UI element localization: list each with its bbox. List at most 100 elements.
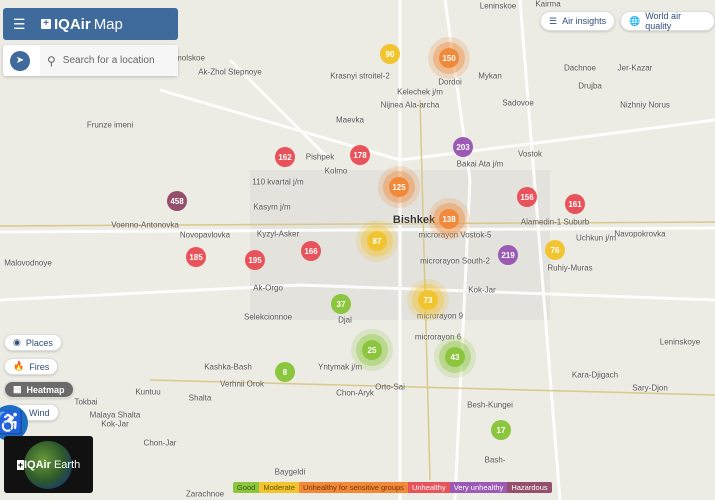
place-label: Kok-Jar bbox=[101, 419, 129, 429]
search-placeholder: Search for a location bbox=[62, 55, 155, 66]
place-label: Vostok bbox=[517, 149, 543, 159]
locate-me-icon[interactable]: ➤ bbox=[10, 50, 30, 71]
place-label: molskoe bbox=[175, 53, 205, 63]
place-label: Novopavlovka bbox=[179, 230, 231, 240]
fires-layer-toggle[interactable]: 🔥 Fires bbox=[4, 358, 59, 375]
aqi-marker[interactable]: 25 bbox=[362, 340, 382, 360]
places-layer-toggle[interactable]: ◉ Places bbox=[4, 334, 62, 351]
place-label: Chon-Jar bbox=[143, 438, 177, 448]
globe-icon: 🌐 bbox=[629, 15, 641, 26]
place-label: microrayon 6 bbox=[414, 332, 462, 342]
place-label: microrayon 9 bbox=[416, 311, 464, 321]
place-label: Kairma bbox=[535, 0, 561, 9]
place-label: Navopokrovka bbox=[614, 229, 666, 239]
place-label: Krasnyi strоitel-2 bbox=[330, 71, 390, 81]
place-label: microrayon South-2 bbox=[420, 256, 490, 266]
place-label: Tokbai bbox=[74, 397, 98, 407]
aqi-marker[interactable]: 138 bbox=[439, 209, 459, 229]
place-label: 110 kvartal j/m bbox=[252, 177, 304, 187]
place-label: Chon-Aryk bbox=[336, 388, 374, 398]
world-air-quality-label: World air quality bbox=[645, 11, 682, 31]
plus-icon: + bbox=[41, 19, 51, 29]
place-label: Sary-Djon bbox=[632, 383, 668, 393]
aqi-marker[interactable]: 162 bbox=[275, 147, 295, 167]
place-label: microrayon Vostok-5 bbox=[418, 230, 492, 240]
legend-item: Very unhealthy bbox=[449, 482, 508, 493]
place-label: Kyzyl-Asker bbox=[256, 229, 300, 239]
place-label: Jer-Kazar bbox=[617, 63, 653, 73]
aqi-marker[interactable]: 185 bbox=[186, 247, 206, 267]
place-label: Sadovoe bbox=[502, 98, 534, 108]
app-header: ☰ + IQAir Map bbox=[3, 8, 178, 40]
place-label: Bash- bbox=[484, 455, 506, 465]
world-air-quality-button[interactable]: 🌐 World air quality bbox=[620, 11, 715, 31]
place-label: Drujba bbox=[578, 81, 602, 91]
fires-label: Fires bbox=[29, 361, 50, 372]
aqi-marker[interactable]: 203 bbox=[453, 137, 473, 157]
place-label: Kasym j/m bbox=[253, 202, 291, 212]
place-label: Uchkun j/m bbox=[575, 233, 617, 243]
place-label: Maevka bbox=[335, 115, 365, 125]
place-label: Kashka-Bash bbox=[204, 362, 252, 372]
aqi-marker[interactable]: 125 bbox=[389, 177, 409, 197]
aqi-marker[interactable]: 219 bbox=[498, 245, 518, 265]
wind-label: Wind bbox=[29, 407, 50, 418]
accessibility-icon[interactable]: ♿ bbox=[0, 405, 28, 441]
places-label: Places bbox=[25, 337, 53, 348]
heatmap-layer-toggle[interactable]: ▦ Heatmap bbox=[4, 381, 74, 398]
logo-text: IQAir bbox=[54, 15, 91, 33]
aqi-marker[interactable]: 17 bbox=[491, 420, 511, 440]
heatmap-icon: ▦ bbox=[13, 384, 22, 394]
legend-item: Good bbox=[233, 482, 260, 493]
aqi-marker[interactable]: 195 bbox=[245, 250, 265, 270]
search-input[interactable]: ⚲ Search for a location bbox=[40, 45, 178, 76]
place-label: Alamedin-1 Suburb bbox=[520, 217, 590, 227]
legend-item: Unhealthy bbox=[407, 482, 450, 493]
place-label: Malaya Shalta bbox=[89, 410, 141, 420]
place-label: Ak-Orgo bbox=[253, 283, 283, 293]
place-label: Verhnii Orok bbox=[219, 379, 265, 389]
aqi-marker[interactable]: 458 bbox=[167, 191, 187, 211]
place-label: Leninskoye bbox=[659, 337, 701, 347]
legend-item: Unhealthy for sensitive groups bbox=[299, 482, 408, 493]
aqi-marker[interactable]: 76 bbox=[545, 240, 565, 260]
place-label: Bishkek bbox=[392, 214, 436, 226]
aqi-marker[interactable]: 90 bbox=[380, 44, 400, 64]
place-label: Kolmo bbox=[324, 166, 348, 176]
document-icon: ☰ bbox=[549, 15, 558, 26]
aqi-marker[interactable]: 156 bbox=[517, 187, 537, 207]
earth-logo-text: IQAir bbox=[24, 458, 51, 471]
aqi-marker[interactable]: 73 bbox=[418, 290, 438, 310]
place-label: Ak-Zhol Stepnoye bbox=[198, 67, 262, 77]
aqi-marker[interactable]: 178 bbox=[350, 145, 370, 165]
place-label: Voenno-Antonovka bbox=[111, 220, 179, 230]
place-label: Dordoi bbox=[438, 77, 462, 87]
aqi-marker[interactable]: 8 bbox=[275, 362, 295, 382]
legend-item: Hazardous bbox=[507, 482, 552, 493]
place-label: Baygeldi bbox=[274, 467, 306, 477]
place-label: Dachnoe bbox=[563, 63, 597, 73]
aqi-marker[interactable]: 161 bbox=[565, 194, 585, 214]
aqi-marker[interactable]: 150 bbox=[439, 48, 459, 68]
hamburger-icon[interactable]: ☰ bbox=[13, 15, 26, 32]
iqair-logo[interactable]: + IQAir Map bbox=[41, 16, 123, 33]
pin-icon: ◉ bbox=[13, 337, 21, 347]
iqair-earth-button[interactable]: +IQAir Earth bbox=[4, 436, 93, 493]
aqi-marker[interactable]: 166 bbox=[301, 241, 321, 261]
place-label: Nijnea Ala-archa bbox=[380, 100, 440, 110]
aqi-marker[interactable]: 43 bbox=[445, 347, 465, 367]
place-label: Pishpek bbox=[305, 152, 335, 162]
place-label: Zarachnoe bbox=[185, 489, 225, 499]
aqi-marker[interactable]: 37 bbox=[331, 294, 351, 314]
fire-icon: 🔥 bbox=[13, 361, 25, 371]
place-label: Mykan bbox=[478, 71, 502, 81]
place-label: Selekcionnoe bbox=[243, 312, 293, 322]
air-insights-label: Air insights bbox=[562, 16, 607, 26]
app-title: Map bbox=[93, 15, 123, 33]
air-insights-button[interactable]: ☰ Air insights bbox=[540, 11, 616, 31]
aqi-marker[interactable]: 87 bbox=[367, 231, 387, 251]
place-label: Kuntuu bbox=[135, 387, 161, 397]
place-label: Kok-Jar bbox=[468, 285, 496, 295]
place-label: Nizhniy Norus bbox=[620, 100, 670, 110]
